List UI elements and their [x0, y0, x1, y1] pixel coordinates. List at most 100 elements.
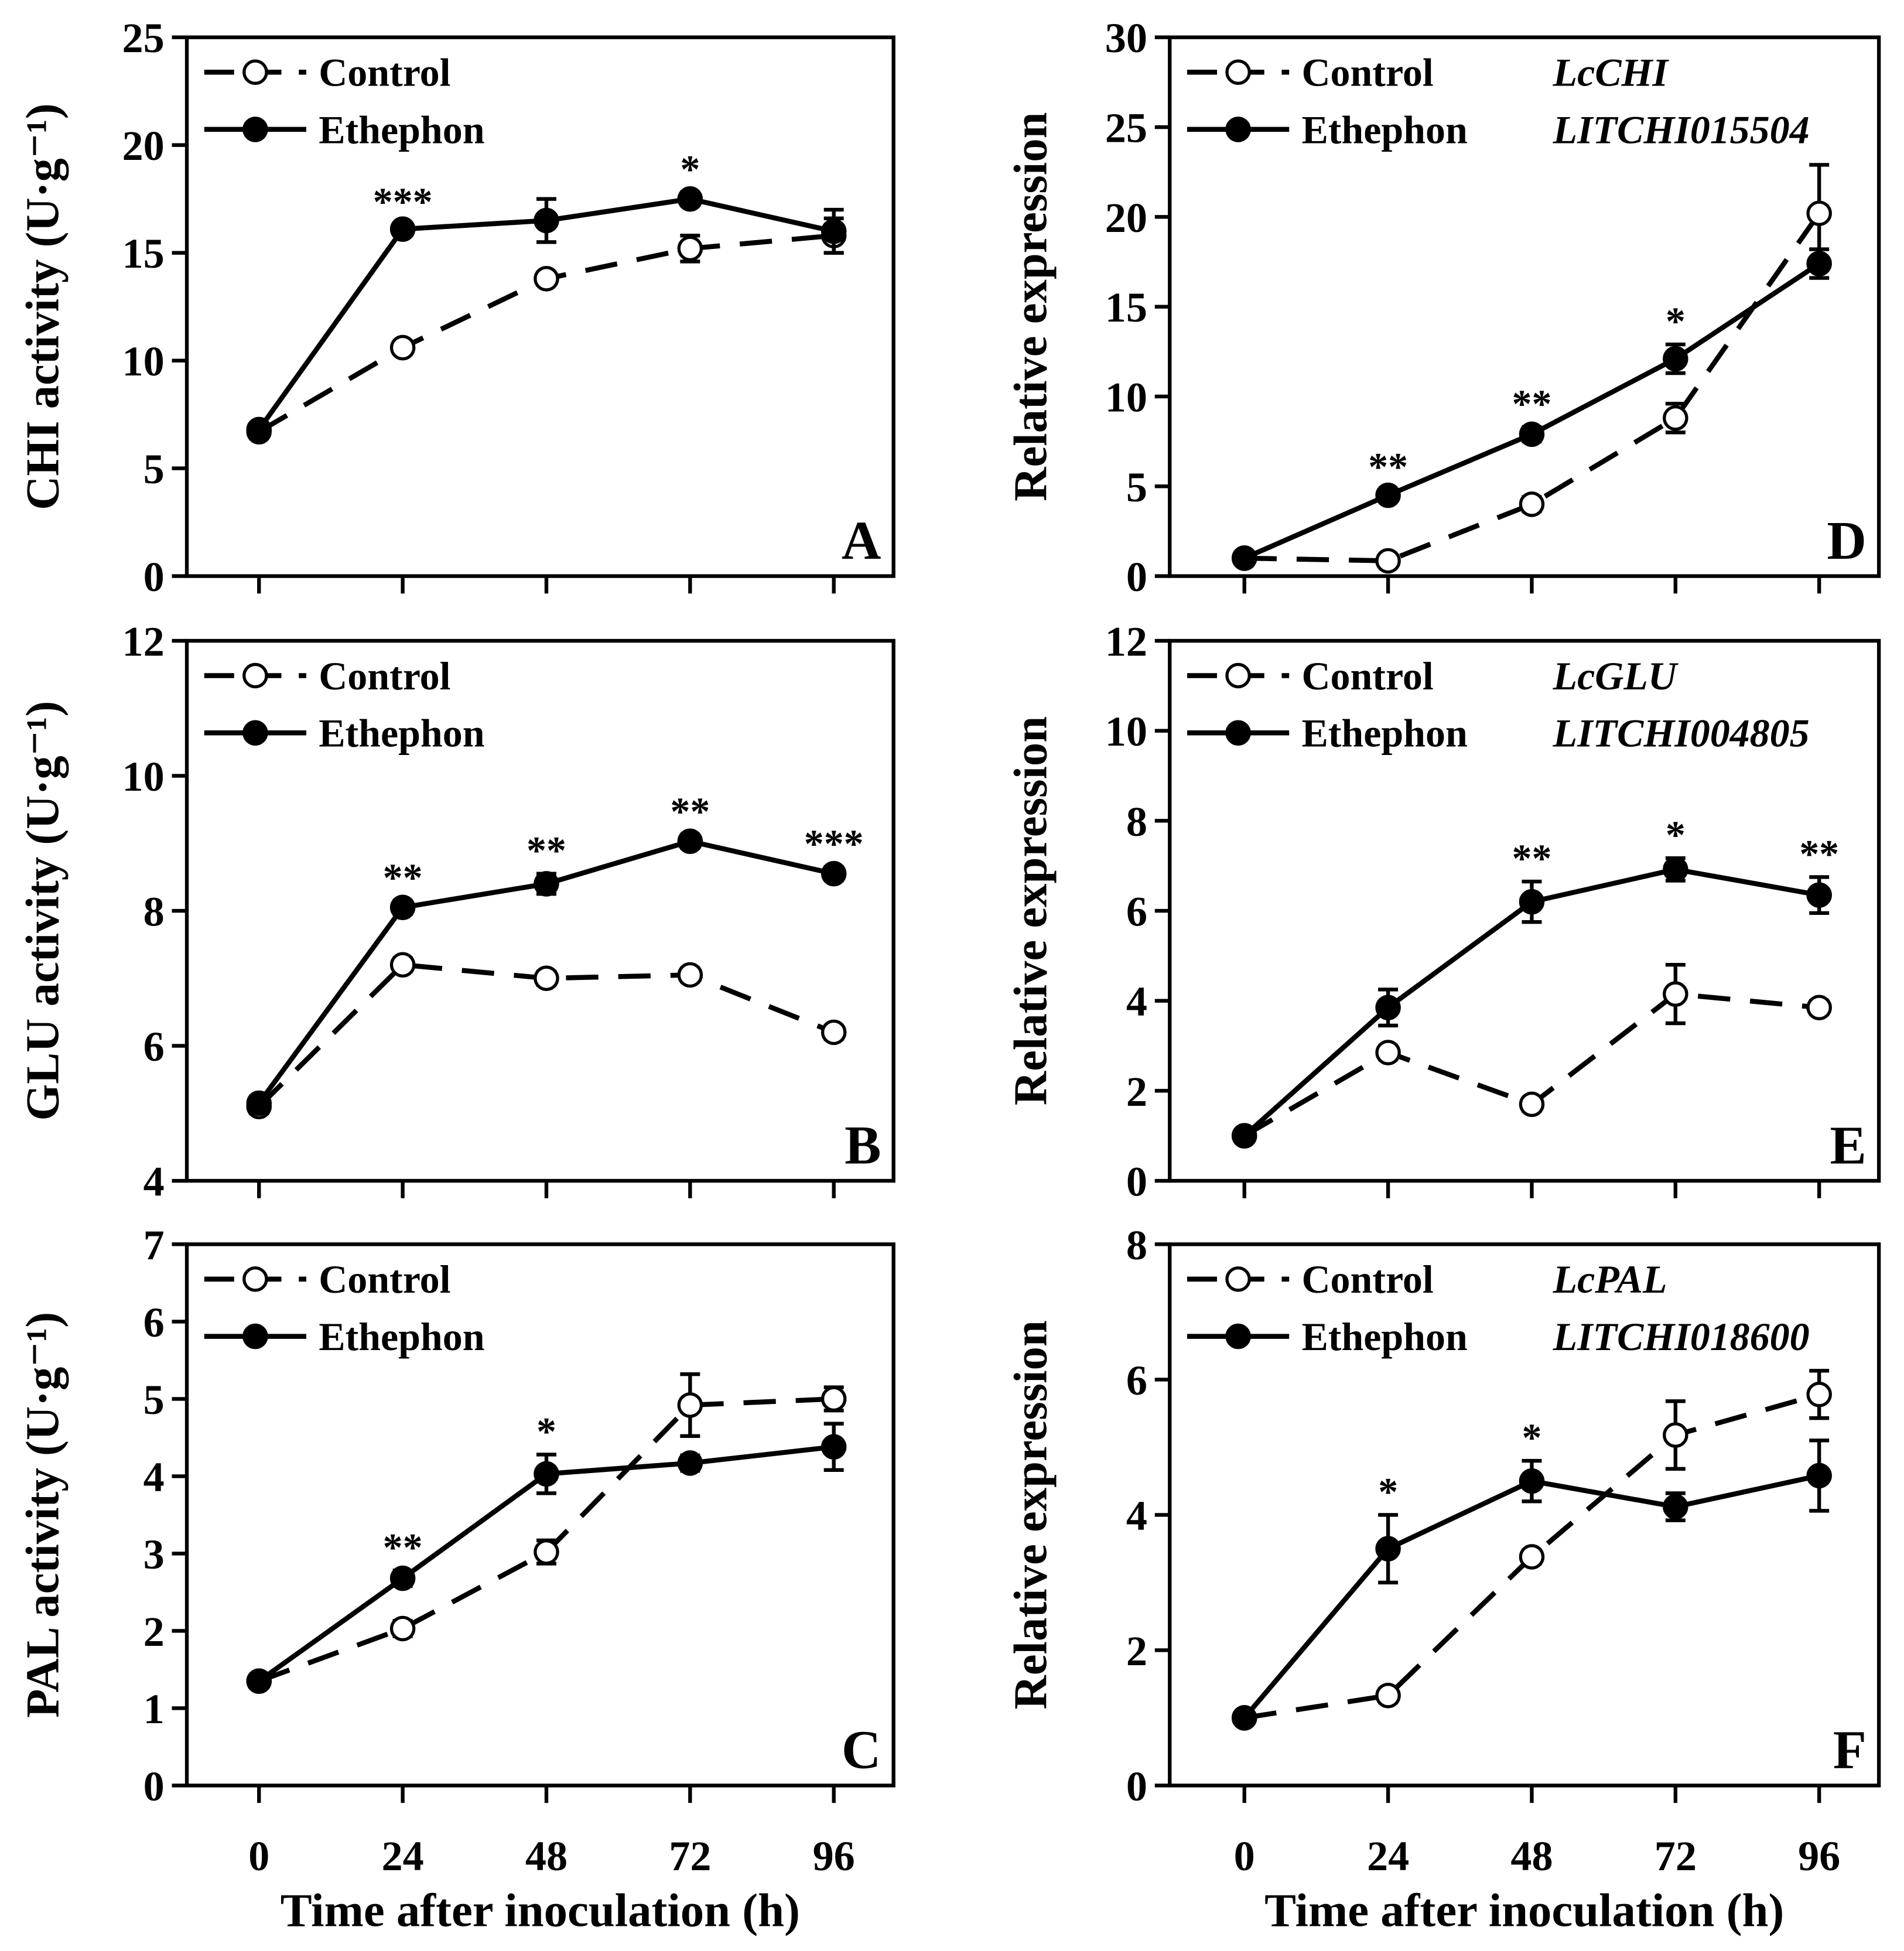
y-tick-label: 5: [143, 446, 165, 493]
series-control: [246, 1372, 847, 1694]
legend-marker: [1225, 1323, 1251, 1349]
legend-label: Control: [1301, 654, 1433, 698]
data-point: [534, 266, 559, 292]
legend-label: Ethephon: [319, 1314, 484, 1359]
data-point: [821, 1019, 847, 1045]
legend-marker: [242, 117, 268, 142]
x-tick-label: 0: [1234, 1833, 1255, 1880]
legend-marker: [242, 720, 268, 746]
data-point: [1519, 889, 1545, 915]
series-control: [1231, 963, 1832, 1149]
series-line: [258, 233, 835, 434]
data-point: [534, 871, 559, 897]
y-tick-label: 25: [122, 15, 165, 61]
y-tick-label: 2: [1126, 1068, 1147, 1115]
legend-marker: [1225, 662, 1251, 689]
data-point: [1519, 421, 1545, 447]
data-point: [534, 965, 559, 992]
data-point: [1231, 1123, 1257, 1149]
data-point: [1231, 545, 1257, 571]
legend-label: Ethephon: [1301, 711, 1467, 756]
significance-marker: *: [1666, 299, 1686, 343]
y-tick-label: 6: [1126, 889, 1147, 935]
y-tick-label: 2: [1126, 1628, 1147, 1675]
significance-marker: **: [527, 828, 566, 873]
y-tick-label: 12: [122, 619, 165, 665]
y-axis-label: Relative expression: [1004, 716, 1057, 1105]
data-point: [1375, 482, 1401, 508]
series-ethephon: [1231, 1439, 1832, 1731]
data-point: [1663, 856, 1688, 883]
data-point: [1663, 1422, 1688, 1448]
series-ethephon: [246, 1422, 847, 1694]
y-tick-label: 7: [143, 1222, 165, 1269]
data-point: [1231, 1705, 1257, 1731]
y-tick-label: 4: [143, 1159, 165, 1205]
panel-letter: F: [1833, 1720, 1867, 1781]
data-point: [1806, 882, 1832, 908]
data-point: [389, 952, 416, 978]
significance-marker: **: [383, 855, 423, 900]
legend-label: Ethephon: [1301, 107, 1467, 152]
data-point: [677, 828, 703, 855]
y-tick-label: 6: [1126, 1357, 1147, 1404]
y-tick-label: 15: [1105, 284, 1147, 331]
x-tick-label: 72: [1655, 1833, 1697, 1880]
plot-frame: [184, 35, 895, 578]
y-tick-label: 10: [122, 338, 165, 385]
y-axis-label: CHI activity (U·g⁻¹): [17, 103, 69, 510]
y-tick-label: 5: [1126, 464, 1147, 511]
legend-label: Ethephon: [1301, 1314, 1467, 1359]
plot-frame: [184, 1242, 895, 1788]
legend-marker: [1225, 1266, 1251, 1292]
data-point: [1806, 251, 1832, 276]
data-point: [821, 1386, 847, 1412]
data-point: [1663, 346, 1688, 372]
significance-marker: ***: [804, 821, 864, 866]
data-point: [534, 207, 559, 234]
significance-marker: **: [383, 1525, 423, 1569]
y-axis-label: Relative expression: [1004, 1320, 1057, 1709]
data-point: [1375, 995, 1401, 1020]
gene-label: LITCHI018600: [1553, 1314, 1810, 1359]
data-point: [389, 1565, 416, 1591]
significance-marker: **: [1368, 444, 1408, 488]
significance-marker: *: [1522, 1415, 1541, 1460]
panel-letter: E: [1830, 1115, 1867, 1176]
legend-label: Control: [1301, 50, 1433, 95]
x-tick-label: 48: [525, 1833, 568, 1880]
y-tick-label: 8: [143, 889, 165, 935]
data-point: [246, 416, 272, 443]
y-tick-label: 6: [143, 1299, 165, 1346]
legend-marker: [1225, 117, 1251, 142]
y-axis-label: Relative expression: [1004, 112, 1057, 501]
series-ethephon: [1231, 856, 1832, 1149]
y-tick-label: 0: [143, 1763, 165, 1810]
significance-marker: **: [1512, 381, 1551, 426]
x-tick-label: 96: [1798, 1833, 1840, 1880]
series-ethephon: [1231, 247, 1832, 571]
y-tick-label: 8: [1126, 798, 1147, 845]
data-point: [821, 860, 847, 887]
legend-label: Ethephon: [319, 711, 484, 756]
data-point: [534, 1539, 559, 1565]
data-point: [1663, 405, 1688, 431]
x-tick-label: 48: [1510, 1833, 1553, 1880]
x-tick-label: 24: [1367, 1833, 1409, 1880]
panel-letter: D: [1827, 511, 1867, 571]
y-tick-label: 0: [143, 553, 165, 600]
gene-label: LcCHI: [1553, 50, 1670, 95]
data-point: [1519, 1544, 1545, 1570]
data-point: [1663, 981, 1688, 1007]
legend-label: Control: [319, 1257, 450, 1301]
data-point: [1663, 1494, 1688, 1520]
y-tick-label: 6: [143, 1023, 165, 1070]
x-tick-label: 0: [248, 1833, 269, 1880]
data-point: [246, 1668, 272, 1694]
y-tick-label: 12: [1105, 619, 1147, 665]
legend-label: Ethephon: [319, 107, 484, 152]
